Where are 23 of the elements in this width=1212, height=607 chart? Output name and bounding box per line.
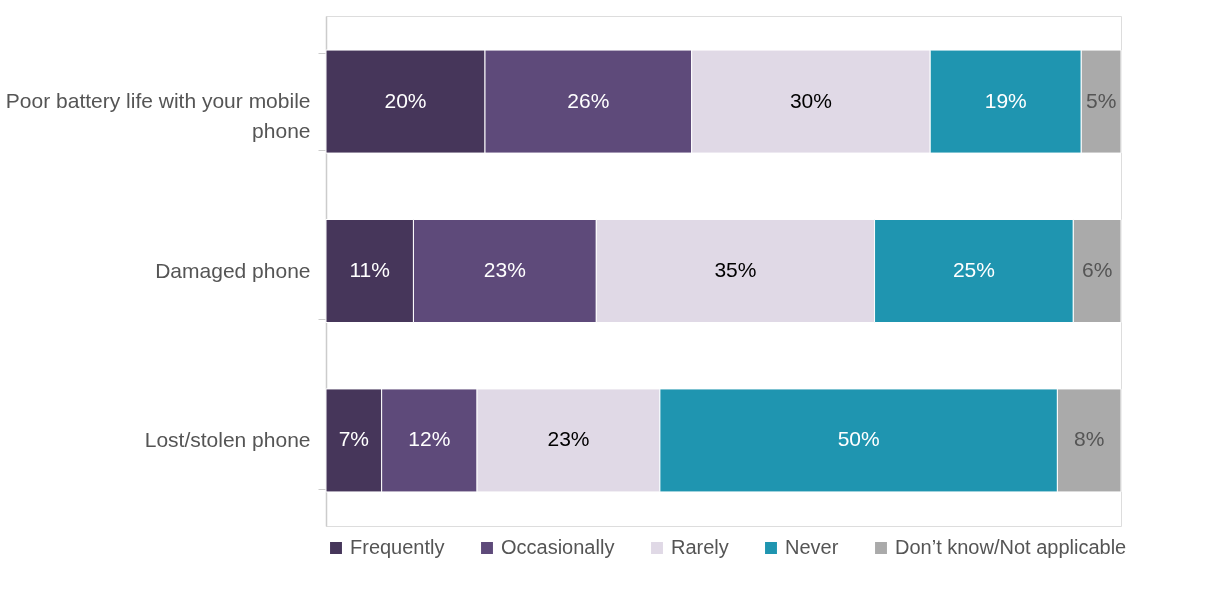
legend-label: Frequently [350,536,445,558]
data-label: 23% [483,258,526,281]
data-label: 7% [338,427,369,451]
data-label: 8% [1074,427,1105,451]
data-label: 50% [837,427,880,451]
y-tick-label: Lost/stolen phone [144,427,311,451]
data-label: 19% [984,88,1027,112]
y-tick-label: Poor battery life with your mobile phone [5,89,311,143]
data-label: 30% [789,88,832,112]
data-label: 11% [349,258,390,281]
data-label: 35% [714,258,757,281]
legend-label: Never [785,536,839,558]
data-label: 20% [384,88,427,112]
y-tick-label: Damaged phone [155,258,311,282]
data-label: 5% [1085,88,1117,112]
data-label: 26% [567,88,610,112]
data-label: 6% [1081,258,1113,281]
data-label: 25% [952,258,995,281]
legend-label: Don’t know/Not applicable [895,536,1127,558]
legend-label: Occasionally [501,536,615,558]
data-label: 23% [547,427,590,451]
data-label: 12% [408,427,451,451]
legend-label: Rarely [671,536,729,558]
